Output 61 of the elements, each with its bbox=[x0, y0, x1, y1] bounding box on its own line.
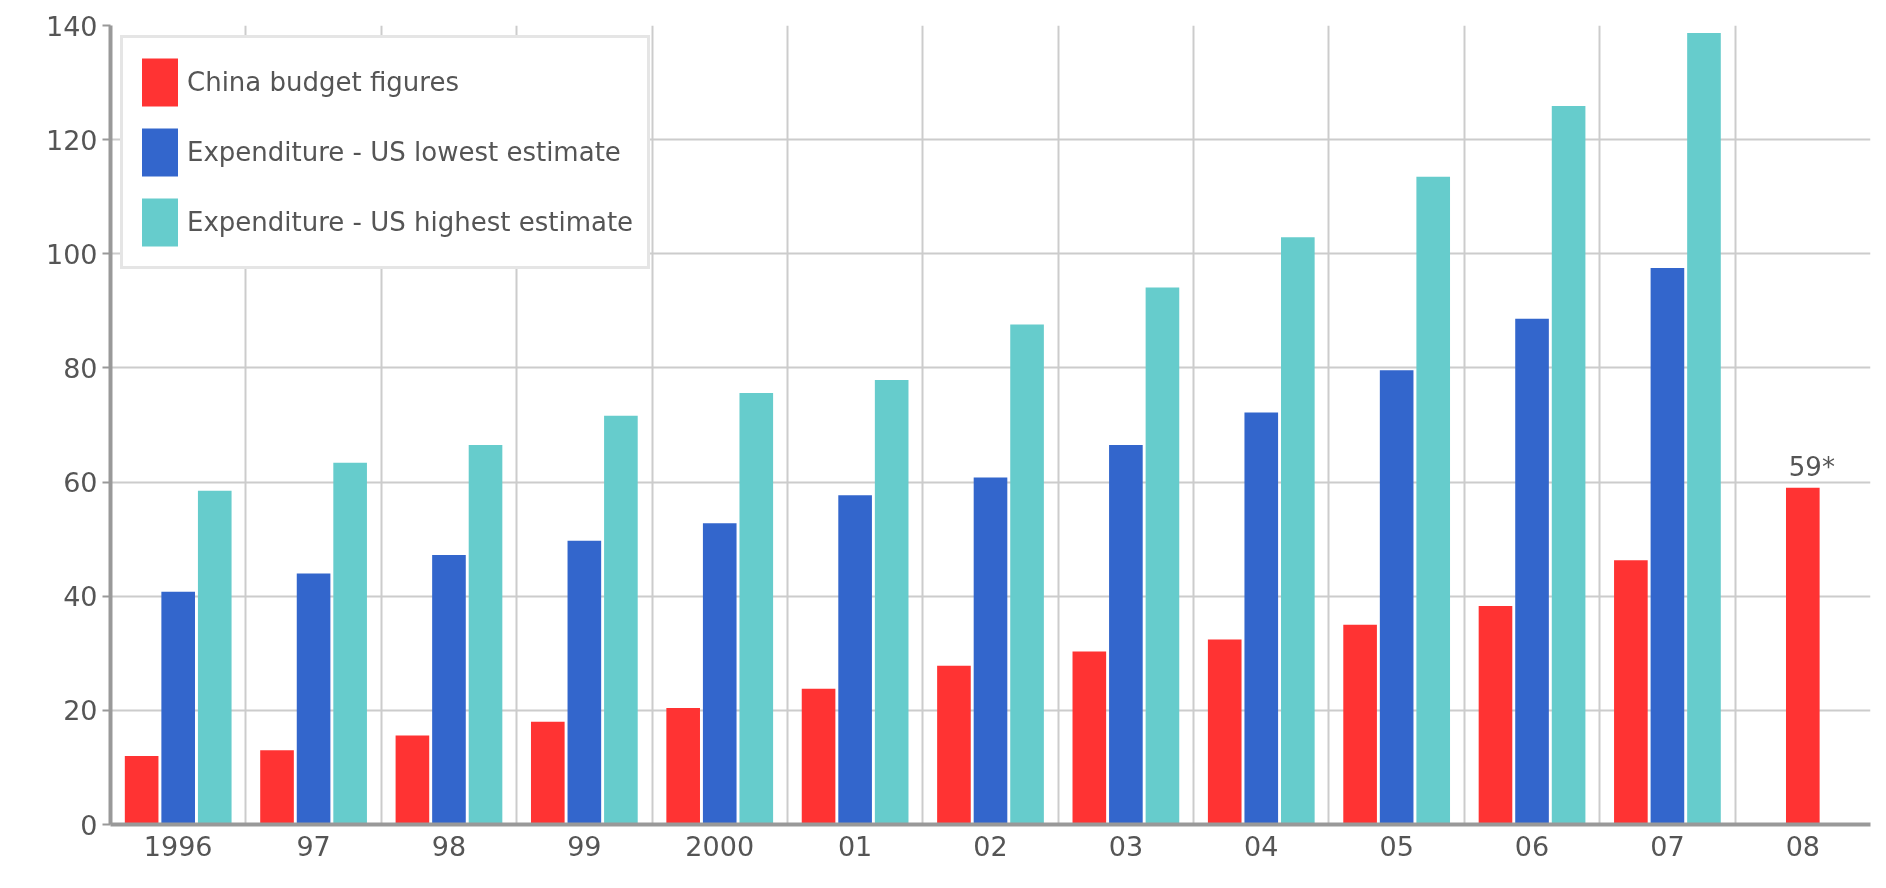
bar bbox=[1379, 370, 1414, 825]
x-tick-label: 06 bbox=[1514, 830, 1550, 862]
x-tick-label: 08 bbox=[1785, 830, 1820, 862]
x-tick-label: 04 bbox=[1244, 830, 1279, 862]
bar bbox=[432, 555, 466, 825]
bar bbox=[1551, 105, 1586, 825]
bar bbox=[1515, 318, 1549, 825]
bar bbox=[1614, 560, 1648, 825]
x-tick-label: 07 bbox=[1650, 830, 1685, 862]
bar bbox=[1072, 651, 1107, 825]
legend-label: Expenditure - US highest estimate bbox=[187, 206, 634, 239]
x-tick-label: 2000 bbox=[685, 830, 755, 862]
bar bbox=[1244, 412, 1279, 825]
x-tick-label: 01 bbox=[837, 830, 873, 862]
bar bbox=[1281, 237, 1315, 825]
bar bbox=[937, 665, 971, 825]
bar bbox=[333, 462, 367, 825]
bar bbox=[1010, 324, 1044, 825]
bar bbox=[1687, 32, 1721, 825]
x-tick-label: 03 bbox=[1108, 830, 1144, 862]
bar bbox=[296, 573, 331, 825]
bar bbox=[124, 756, 159, 825]
bar bbox=[468, 444, 503, 825]
bar bbox=[1478, 605, 1513, 825]
bar bbox=[197, 490, 232, 825]
y-tick-label: 140 bbox=[45, 10, 98, 42]
x-tick-label: 97 bbox=[296, 830, 331, 862]
bar bbox=[666, 708, 700, 825]
x-tick-label: 99 bbox=[567, 830, 602, 862]
bar bbox=[161, 591, 196, 825]
y-tick-label: 60 bbox=[63, 467, 98, 499]
y-tick-label: 40 bbox=[63, 581, 98, 613]
bar bbox=[260, 750, 294, 825]
legend-label: Expenditure - US lowest estimate bbox=[187, 136, 621, 169]
bar bbox=[973, 477, 1008, 825]
bar bbox=[838, 495, 872, 825]
bar bbox=[1650, 268, 1685, 825]
y-tick-label: 120 bbox=[45, 124, 98, 156]
bar bbox=[702, 523, 737, 825]
x-tick-label: 98 bbox=[431, 830, 467, 862]
bar bbox=[874, 379, 909, 825]
bar bbox=[530, 721, 565, 825]
bar bbox=[1207, 639, 1242, 825]
annotation: 59* bbox=[1788, 451, 1835, 482]
x-tick-label: 02 bbox=[973, 830, 1008, 862]
y-tick-label: 0 bbox=[80, 809, 98, 841]
legend-label: China budget figures bbox=[187, 66, 459, 99]
x-tick-label: 1996 bbox=[143, 830, 213, 862]
bar bbox=[1416, 176, 1451, 825]
x-tick-label: 05 bbox=[1379, 830, 1414, 862]
y-tick-label: 80 bbox=[63, 352, 98, 384]
bar bbox=[1145, 287, 1180, 825]
bar bbox=[739, 393, 774, 825]
y-tick-label: 100 bbox=[45, 238, 98, 270]
y-tick-label: 20 bbox=[63, 695, 98, 727]
bar bbox=[1109, 444, 1143, 825]
bar bbox=[1343, 624, 1377, 825]
bar bbox=[604, 415, 638, 825]
bar bbox=[801, 688, 836, 825]
bar bbox=[567, 540, 602, 825]
bar bbox=[395, 735, 430, 825]
